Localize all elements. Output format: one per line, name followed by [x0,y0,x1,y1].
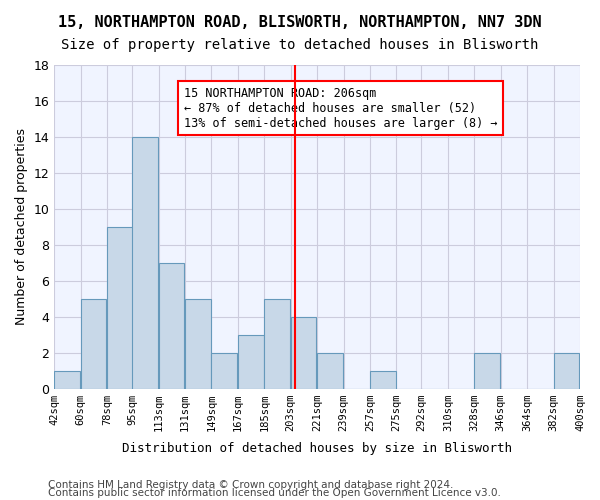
Bar [474,352,500,388]
Bar [554,352,579,388]
Bar [107,227,133,388]
Text: Size of property relative to detached houses in Blisworth: Size of property relative to detached ho… [61,38,539,52]
Y-axis label: Number of detached properties: Number of detached properties [15,128,28,326]
X-axis label: Distribution of detached houses by size in Blisworth: Distribution of detached houses by size … [122,442,512,455]
Bar [317,352,343,388]
Text: 15, NORTHAMPTON ROAD, BLISWORTH, NORTHAMPTON, NN7 3DN: 15, NORTHAMPTON ROAD, BLISWORTH, NORTHAM… [58,15,542,30]
Bar [54,370,80,388]
Bar [291,316,316,388]
Text: 15 NORTHAMPTON ROAD: 206sqm
← 87% of detached houses are smaller (52)
13% of sem: 15 NORTHAMPTON ROAD: 206sqm ← 87% of det… [184,86,497,130]
Bar [132,137,158,388]
Bar [238,334,263,388]
Bar [264,298,290,388]
Bar [158,262,184,388]
Bar [370,370,396,388]
Bar [211,352,237,388]
Bar [81,298,106,388]
Text: Contains public sector information licensed under the Open Government Licence v3: Contains public sector information licen… [48,488,501,498]
Text: Contains HM Land Registry data © Crown copyright and database right 2024.: Contains HM Land Registry data © Crown c… [48,480,454,490]
Bar [185,298,211,388]
